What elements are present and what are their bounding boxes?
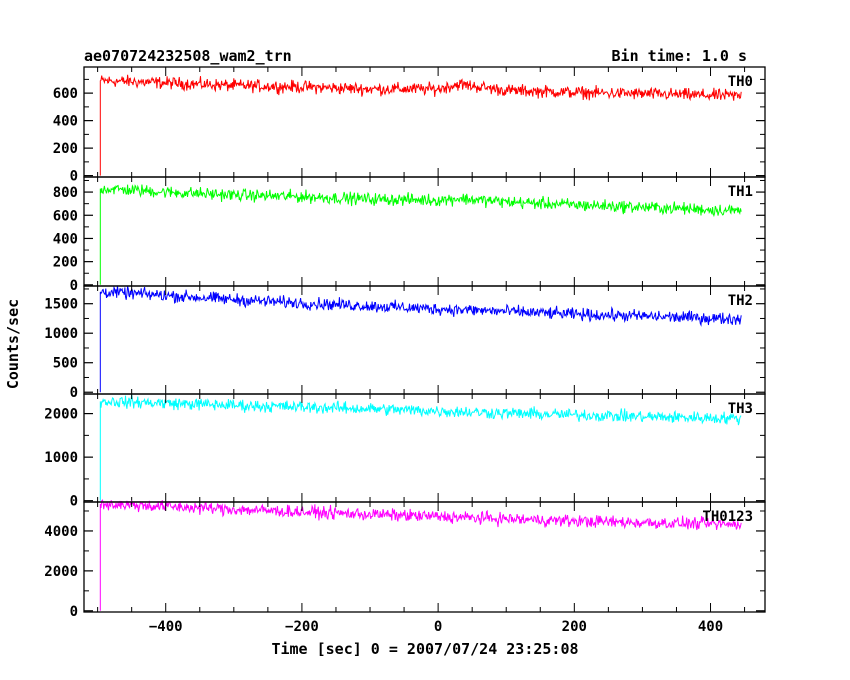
bin-time-label: Bin time: 1.0 s: [612, 47, 747, 65]
y-tick-label: 200: [53, 141, 78, 157]
x-tick-label: −200: [285, 619, 319, 635]
series-label-th0: TH0: [728, 74, 753, 90]
y-tick-label: 2000: [44, 407, 78, 423]
y-tick-label: 0: [70, 169, 78, 185]
y-tick-label: 1500: [44, 297, 78, 313]
y-tick-label: 1000: [44, 450, 78, 466]
y-tick-label: 400: [53, 231, 78, 247]
y-axis-title: Counts/sec: [4, 299, 22, 389]
x-tick-label: 200: [562, 619, 587, 635]
series-label-th0123: TH0123: [702, 509, 753, 525]
y-tick-label: 800: [53, 185, 78, 201]
panel-frame: [83, 501, 766, 613]
x-tick-label: −400: [149, 619, 183, 635]
panel-frame: [83, 285, 766, 395]
chart-title: ae070724232508_wam2_trn: [84, 47, 292, 65]
panel-frame: [83, 393, 766, 503]
y-tick-label: 0: [70, 278, 78, 294]
y-tick-label: 2000: [44, 564, 78, 580]
light-curve-th1: [99, 184, 742, 285]
panels-group: 0 200 400 600 TH0 0 200 400 600 800 TH1 0 500 1000 150…: [44, 66, 766, 620]
y-tick-label: 600: [53, 208, 78, 224]
light-curve-th3: [99, 394, 742, 501]
y-tick-label: 0: [70, 604, 78, 620]
x-axis-title: Time [sec] 0 = 2007/07/24 23:25:08: [271, 640, 578, 658]
panel-th3: 0 1000 2000 TH3: [44, 393, 766, 510]
y-tick-label: 0: [70, 385, 78, 401]
series-label-th2: TH2: [728, 293, 753, 309]
y-tick-label: 1000: [44, 326, 78, 342]
panel-th2: 0 500 1000 1500 TH2: [44, 285, 766, 401]
light-curve-th0: [99, 74, 742, 176]
light-curve-th2: [99, 285, 742, 393]
panel-th1: 0 200 400 600 800 TH1: [53, 176, 766, 294]
y-tick-label: 200: [53, 255, 78, 271]
light-curve-th0123: [99, 499, 742, 611]
x-tick-label: 400: [698, 619, 723, 635]
panel-th0123: 0 2000 4000 TH0123: [44, 499, 766, 620]
y-tick-label: 500: [53, 356, 78, 372]
y-tick-label: 0: [70, 494, 78, 510]
y-tick-label: 4000: [44, 524, 78, 540]
series-label-th1: TH1: [728, 184, 753, 200]
panel-th0: 0 200 400 600 TH0: [53, 66, 766, 185]
x-tick-label: 0: [434, 619, 442, 635]
series-label-th3: TH3: [728, 401, 753, 417]
x-axis: −400 −200 0 200 400: [149, 619, 723, 635]
y-tick-label: 600: [53, 86, 78, 102]
y-tick-label: 400: [53, 114, 78, 130]
